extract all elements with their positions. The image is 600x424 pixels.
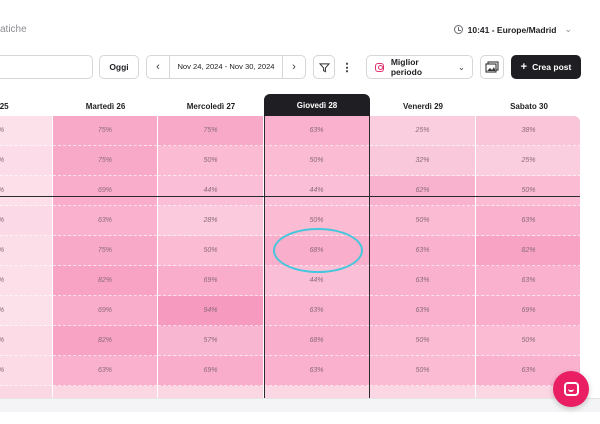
day-header: Giovedì 28: [264, 94, 370, 116]
help-chat-button[interactable]: [553, 371, 589, 407]
heatmap-cell[interactable]: 69%: [158, 266, 263, 296]
clock-icon: [453, 25, 463, 34]
toolbar: Oggi ‹ Nov 24, 2024 - Nov 30, 2024 › ⋮ M…: [0, 55, 600, 81]
heatmap-cell[interactable]: 38%: [476, 116, 580, 146]
plus-icon: +: [520, 61, 528, 73]
heatmap-cell[interactable]: 69%: [53, 176, 157, 206]
heatmap-grid: 0%75%75%63%25%38%5%75%50%50%32%25%2%69%4…: [0, 116, 580, 398]
best-period-dropdown[interactable]: Miglior periodo ⌄: [366, 55, 473, 79]
heatmap-cell[interactable]: 2%: [0, 176, 52, 206]
heatmap-cell[interactable]: [264, 386, 369, 398]
heatmap-cell[interactable]: 94%: [158, 296, 263, 326]
heatmap-cell[interactable]: 62%: [370, 176, 475, 206]
heatmap-cell[interactable]: 82%: [53, 266, 157, 296]
heatmap-cell[interactable]: 63%: [476, 266, 580, 296]
instagram-icon: [375, 62, 384, 72]
heatmap-cell[interactable]: 9%: [0, 206, 52, 236]
timezone-selector[interactable]: 10:41 - Europe/Madrid ⌄: [453, 24, 572, 35]
breadcrumb: atiche: [0, 24, 27, 35]
date-range-label: Nov 24, 2024 - Nov 30, 2024: [169, 56, 283, 78]
timezone-label: 10:41 - Europe/Madrid: [467, 24, 557, 35]
heatmap-cell[interactable]: 63%: [53, 206, 157, 236]
calendar-header: di 25 Martedì 26 Mercoledì 27 Giovedì 28 Ven…: [0, 94, 600, 116]
heatmap-cell[interactable]: 75%: [53, 116, 157, 146]
chevron-right-icon[interactable]: ›: [292, 61, 296, 73]
heatmap-cell[interactable]: 63%: [53, 356, 157, 386]
day-header: Martedì 26: [85, 101, 126, 111]
heatmap-cell[interactable]: 0%: [0, 296, 52, 326]
heatmap-cell[interactable]: 50%: [264, 146, 369, 176]
heatmap-cell[interactable]: 5%: [0, 146, 52, 176]
heatmap-cell[interactable]: 50%: [158, 236, 263, 266]
heatmap-cell[interactable]: 69%: [53, 296, 157, 326]
heatmap-cell[interactable]: [53, 386, 157, 398]
heatmap-cell[interactable]: 3%: [0, 236, 52, 266]
heatmap-cell[interactable]: 63%: [370, 236, 475, 266]
horizontal-scrollbar[interactable]: [0, 398, 600, 412]
heatmap-cell[interactable]: 8%: [0, 356, 52, 386]
create-post-button[interactable]: + Crea post: [511, 55, 581, 79]
best-period-label: Miglior periodo: [390, 57, 423, 77]
today-button[interactable]: Oggi: [99, 55, 139, 79]
heatmap-cell[interactable]: 25%: [476, 146, 580, 176]
heatmap-cell[interactable]: [370, 386, 475, 398]
heatmap-cell[interactable]: 63%: [476, 206, 580, 236]
heatmap-cell[interactable]: 50%: [476, 176, 580, 206]
heatmap-cell[interactable]: 32%: [370, 146, 475, 176]
highlight-circle: [273, 228, 363, 273]
heatmap-cell[interactable]: 25%: [370, 116, 475, 146]
heatmap-cell[interactable]: 69%: [158, 356, 263, 386]
create-post-label: Crea post: [532, 62, 572, 72]
day-header: di 25: [0, 101, 9, 111]
heatmap-cell[interactable]: 63%: [264, 296, 369, 326]
heatmap-cell[interactable]: 75%: [158, 116, 263, 146]
heatmap-cell[interactable]: 50%: [370, 356, 475, 386]
more-options-button[interactable]: ⋮: [337, 55, 357, 79]
top-bar: atiche 10:41 - Europe/Madrid ⌄: [0, 0, 600, 50]
date-range-picker[interactable]: ‹ Nov 24, 2024 - Nov 30, 2024 ›: [146, 55, 306, 79]
media-library-button[interactable]: [480, 55, 504, 79]
heatmap-cell[interactable]: 69%: [476, 296, 580, 326]
day-header: Mercoledì 27: [186, 101, 236, 111]
heatmap-cell[interactable]: 82%: [53, 326, 157, 356]
heatmap-cell[interactable]: 75%: [53, 146, 157, 176]
heatmap-cell[interactable]: 63%: [264, 356, 369, 386]
chevron-down-icon: ⌄: [457, 61, 465, 72]
day-header: Venerdì 29: [402, 101, 444, 111]
heatmap-cell[interactable]: 44%: [264, 176, 369, 206]
heatmap-cell[interactable]: 44%: [158, 176, 263, 206]
heatmap-cell[interactable]: 82%: [476, 236, 580, 266]
image-gallery-icon: [485, 61, 499, 73]
heatmap-cell[interactable]: 57%: [158, 326, 263, 356]
heatmap-cell[interactable]: 0%: [0, 116, 52, 146]
heatmap-cell[interactable]: 63%: [264, 116, 369, 146]
heatmap-cell[interactable]: [0, 386, 52, 398]
heatmap-cell[interactable]: 75%: [53, 236, 157, 266]
heatmap-cell[interactable]: 50%: [370, 326, 475, 356]
heatmap-cell[interactable]: 50%: [476, 326, 580, 356]
heatmap-cell[interactable]: 2%: [0, 266, 52, 296]
chevron-down-icon: ⌄: [564, 24, 572, 34]
filter-icon: [318, 62, 330, 72]
heatmap-cell[interactable]: 28%: [158, 206, 263, 236]
heatmap-cell[interactable]: [158, 386, 263, 398]
current-time-line: [0, 196, 580, 197]
heatmap-cell[interactable]: 63%: [370, 266, 475, 296]
filter-button[interactable]: [313, 55, 335, 79]
chat-icon: [563, 382, 579, 396]
heatmap-cell[interactable]: 50%: [370, 206, 475, 236]
heatmap-cell[interactable]: 7%: [0, 326, 52, 356]
day-header: Sabato 30: [510, 101, 548, 111]
heatmap-cell[interactable]: 63%: [370, 296, 475, 326]
chevron-left-icon[interactable]: ‹: [156, 61, 160, 73]
search-input[interactable]: [0, 55, 93, 79]
heatmap-cell[interactable]: 68%: [264, 326, 369, 356]
heatmap-cell[interactable]: 50%: [158, 146, 263, 176]
